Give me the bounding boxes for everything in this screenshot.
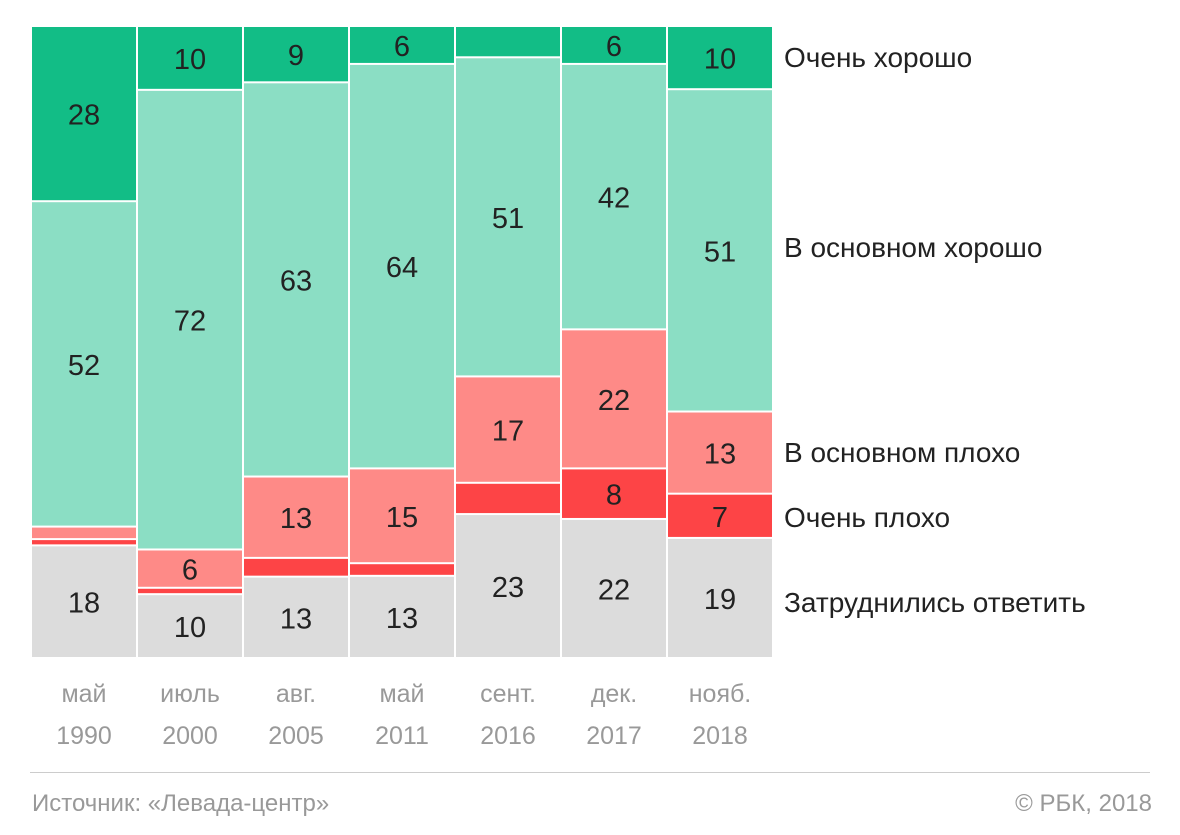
data-label: 51 [492, 203, 524, 235]
data-label: 6 [394, 31, 410, 63]
x-tick-label-year: 2000 [162, 722, 218, 750]
data-label: 10 [174, 44, 206, 76]
x-tick-label-month: нояб. [689, 680, 752, 708]
data-label: 13 [280, 603, 312, 635]
bar-segment [350, 576, 454, 657]
x-tick-label-year: 2011 [375, 722, 429, 750]
bar-segment [244, 83, 348, 476]
bar-segment [456, 58, 560, 376]
data-label: 9 [288, 40, 304, 72]
bar-segment [350, 64, 454, 468]
data-label: 8 [606, 480, 622, 512]
bar-segment [244, 477, 348, 557]
data-label: 6 [182, 555, 198, 587]
data-label: 15 [386, 502, 418, 534]
data-label: 72 [174, 306, 206, 338]
bar-segment [668, 27, 772, 89]
bar-segment [138, 90, 242, 549]
data-label: 42 [598, 183, 630, 215]
data-label: 17 [492, 416, 524, 448]
copyright: © РБК, 2018 [1015, 790, 1152, 817]
x-tick-label-month: авг. [276, 680, 316, 708]
x-tick-label-month: дек. [591, 680, 637, 708]
bar-segment [350, 564, 454, 575]
data-label: 10 [174, 612, 206, 644]
bar-segment [350, 27, 454, 63]
data-label: 7 [712, 502, 728, 534]
bar-segment [32, 27, 136, 201]
data-label: 28 [68, 100, 100, 132]
bar-segment [456, 27, 560, 57]
data-label: 52 [68, 350, 100, 382]
legend-mostly-bad: В основном плохо [784, 437, 1021, 468]
x-tick-label-month: май [61, 680, 106, 708]
bar-segment [32, 540, 136, 545]
bar-segment [32, 546, 136, 657]
bar-segment [138, 27, 242, 89]
data-label: 13 [386, 603, 418, 635]
data-label: 22 [598, 385, 630, 417]
data-label: 6 [606, 31, 622, 63]
data-label: 19 [704, 584, 736, 616]
legend-very-good: Очень хорошо [784, 42, 973, 73]
x-tick-label-month: июль [160, 680, 220, 708]
bar-segment [244, 577, 348, 657]
source-note: Источник: «Левада-центр» [32, 790, 330, 817]
stacked-bar-chart: 18 52 28 май 1990 10 6 72 10 июль 2000 13 13 63 9 авг. 2… [32, 27, 772, 750]
data-label: 18 [68, 588, 100, 620]
bar-segment [32, 527, 136, 539]
bar-segment [668, 412, 772, 493]
bar-segment [562, 469, 666, 518]
bar-segment [562, 330, 666, 468]
x-tick-label-year: 2018 [692, 722, 748, 750]
x-tick-label-year: 2017 [586, 722, 642, 750]
footer-divider [30, 772, 1150, 773]
data-label: 51 [704, 236, 736, 268]
bar-segment [562, 27, 666, 63]
legend-mostly-good: В основном хорошо [784, 232, 1043, 263]
bar-segment [138, 588, 242, 594]
bar-segment [138, 550, 242, 587]
bar-segment [244, 27, 348, 82]
x-tick-label-year: 2016 [480, 722, 536, 750]
data-label: 13 [280, 503, 312, 535]
bar-segment [456, 377, 560, 482]
bar-segment [244, 558, 348, 576]
x-tick-label-year: 2005 [268, 722, 324, 750]
x-tick-label-year: 1990 [56, 722, 112, 750]
data-label: 64 [386, 252, 418, 284]
bar-segment [456, 483, 560, 514]
data-label: 63 [280, 265, 312, 297]
data-label: 10 [704, 44, 736, 76]
data-label: 22 [598, 574, 630, 606]
bar-segment [456, 515, 560, 657]
bar-segment [350, 469, 454, 563]
bar-segment [668, 494, 772, 537]
data-label: 23 [492, 572, 524, 604]
data-label: 13 [704, 439, 736, 471]
legend-hard-to-say: Затруднились ответить [784, 587, 1086, 618]
legend-very-bad: Очень плохо [784, 502, 951, 533]
x-tick-label-month: сент. [480, 680, 536, 708]
bar-segment [138, 595, 242, 657]
bar-segment [32, 202, 136, 526]
bar-segment [562, 64, 666, 329]
bar-segment [562, 519, 666, 657]
bar-segment [668, 538, 772, 657]
x-tick-label-month: май [379, 680, 424, 708]
bar-segment [668, 90, 772, 411]
